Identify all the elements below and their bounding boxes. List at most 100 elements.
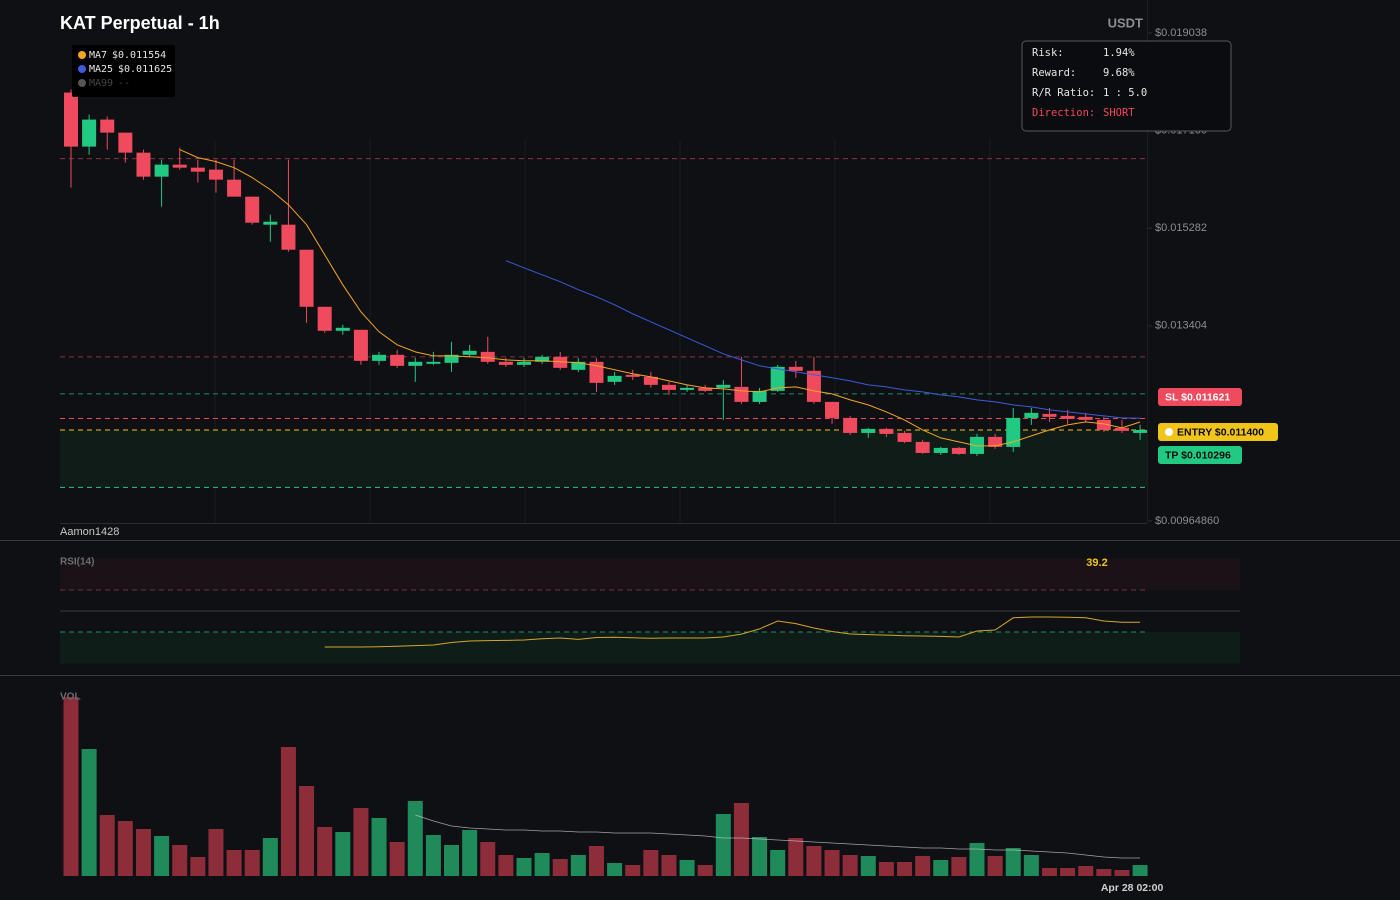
volume-bar [770,850,786,876]
volume-bar [1060,868,1076,876]
volume-bar [607,863,623,876]
price-tag-label: SL $0.011621 [1165,391,1230,403]
volume-bar [299,786,315,876]
info-box [1021,40,1232,132]
volume-bar [534,853,550,876]
x-tick-label: Apr 28 02:00 [1101,882,1164,894]
volume-bar [697,865,713,876]
watermark: Aamon1428 [60,526,119,538]
candle-body [1078,416,1093,420]
volume-bar [643,850,659,876]
rsi-line [324,616,1141,648]
volume-bar [389,842,405,876]
volume-bar [897,862,913,876]
volume-bar [1041,868,1057,876]
info-value: 1 : 5.0 [1103,87,1147,99]
candle-body [535,356,550,362]
volume-bar [951,857,967,876]
candle-body [426,361,441,364]
candle-body [861,428,876,433]
price-tag [1158,446,1242,464]
volume-bar [752,837,768,876]
y-tick-label: $0.015282 [1155,222,1207,234]
candle-body [698,387,713,391]
volume-bar [860,856,876,876]
candle-body [136,152,151,177]
volume-bar [552,859,568,876]
rsi-readout: 39.2 [1086,557,1107,569]
volume-title: VOL [60,692,81,703]
volume-bar [1114,870,1130,876]
legend-dot [78,51,86,59]
legend-value: $0.011625 [118,64,172,75]
candle-body [172,164,187,168]
candle-body [589,361,604,383]
candle-body [1096,419,1111,430]
volume-bar [933,860,949,876]
volume-bar [661,855,677,876]
volume-bar [353,808,369,876]
candle-body [788,366,803,371]
candle-body [643,376,658,385]
volume-bar [63,697,79,876]
candle-body [897,432,912,442]
volume-bar [317,827,333,876]
volume-bar [1096,869,1112,876]
rsi-title: RSI(14) [60,557,94,568]
price-tag-label: ENTRY $0.011400 [1177,426,1264,438]
candle-body [263,221,278,225]
volume-bar [1132,865,1148,876]
y-tick-label: $0.019038 [1155,27,1207,39]
volume-bar [371,818,387,876]
volume-bar [915,856,931,876]
candle-body [299,249,314,307]
volume-bar [878,862,894,876]
volume-bar [1023,855,1039,876]
chart-title: KAT Perpetual - 1h [60,13,220,33]
volume-bar [733,803,749,876]
oversold-zone [60,632,1240,664]
candle-body [82,119,97,147]
candle-body [825,401,840,418]
volume-bar [117,821,133,876]
candle-body [571,361,586,370]
candle-body [1114,427,1129,431]
candle-body [1006,417,1021,447]
volume-bar [172,845,188,876]
candle-body [553,356,568,368]
info-value: SHORT [1103,107,1135,119]
volume-bar [262,838,278,876]
candle-body [335,327,350,331]
candle-body [245,196,260,223]
candle-body [661,384,676,390]
volume-bar [1005,848,1021,876]
volume-bar [462,830,478,876]
candle-body [988,436,1003,447]
candle-body [118,132,133,153]
candle-body [843,417,858,433]
volume-bar [625,865,641,876]
ma-line [179,149,1141,447]
candle-body [1024,412,1039,418]
unit-label: USDT [1108,15,1143,30]
candle-body [770,366,785,391]
legend-name: MA99 [89,78,113,89]
candle-body [498,361,513,365]
candle-body [227,179,242,197]
volume-bar [208,829,224,876]
volume-bar [81,749,97,876]
volume-bar [280,747,296,876]
candle-body [100,119,115,133]
candle-body [154,164,169,177]
candle-body [64,92,78,147]
candle-body [444,354,459,363]
volume-bar [715,814,731,876]
volume-bar [135,829,151,876]
info-key: Direction: [1032,107,1095,119]
candle-body [879,428,894,434]
candle-body [607,375,622,382]
volume-bar [99,815,115,876]
volume-bar [154,836,170,876]
